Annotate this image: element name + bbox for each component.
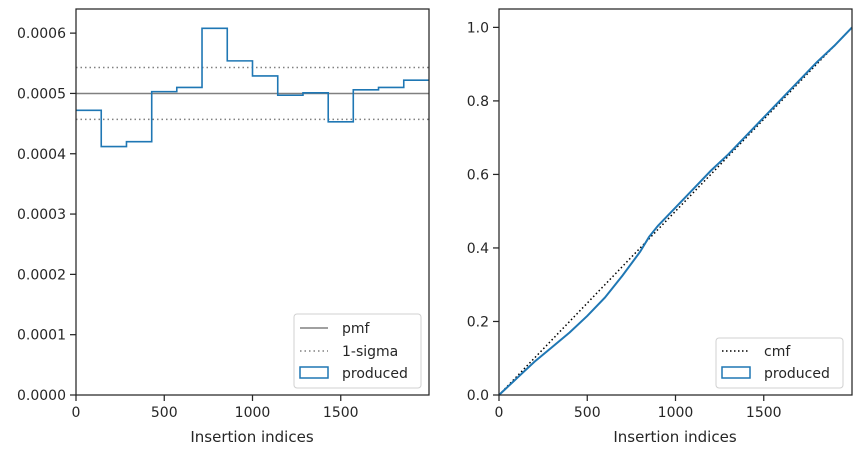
histogram-x-axis: 0 500 1000 1500 (72, 395, 359, 421)
x-tick-label: 1500 (323, 405, 359, 421)
histogram-legend: pmf 1-sigma produced (293, 313, 422, 389)
histogram-legend-box (293, 313, 422, 389)
cumulative-y-axis: 0.0 0.2 0.4 0.6 0.8 1.0 (467, 20, 499, 404)
histogram-y-axis: 0.0000 0.0001 0.0002 0.0003 0.0004 0.0005 0.00… (17, 26, 76, 404)
x-tick-label: 500 (151, 405, 178, 421)
y-tick-label: 0.2 (467, 314, 489, 330)
legend-cmf-label: cmf (764, 344, 791, 360)
legend-produced-label: produced (342, 366, 408, 382)
y-tick-label: 0.0004 (17, 147, 66, 163)
cumulative-frame (498, 8, 853, 396)
y-tick-label: 0.0000 (17, 388, 66, 404)
y-tick-label: 0.4 (467, 241, 489, 257)
cumulative-panel: 0.0 0.2 0.4 0.6 0.8 1.0 0 500 1000 1500 Insertio… (467, 8, 853, 446)
y-tick-label: 0.0002 (17, 267, 66, 283)
cumulative-x-axis-label: Insertion indices (613, 428, 736, 446)
cumulative-legend-box (715, 337, 844, 389)
x-tick-label: 1000 (658, 405, 694, 421)
y-tick-label: 0.0003 (17, 207, 66, 223)
legend-produced-swatch (721, 366, 751, 379)
y-tick-label: 0.6 (467, 167, 489, 183)
cumulative-legend: cmf produced (715, 337, 844, 389)
cumulative-x-axis: 0 500 1000 1500 (495, 395, 782, 421)
x-tick-label: 1000 (235, 405, 271, 421)
legend-sigma-label: 1-sigma (342, 344, 398, 360)
y-tick-label: 0.0001 (17, 328, 66, 344)
legend-produced-swatch (299, 366, 329, 379)
x-tick-label: 0 (495, 405, 504, 421)
cumulative-plot-area (498, 26, 853, 396)
legend-produced-label: produced (764, 366, 830, 382)
produced-histogram (76, 27, 429, 148)
legend-pmf-label: pmf (342, 321, 371, 337)
y-tick-label: 0.0 (467, 388, 489, 404)
x-tick-label: 1500 (746, 405, 782, 421)
y-tick-label: 0.0005 (17, 86, 66, 102)
produced-cumulative-line (498, 26, 853, 396)
x-tick-label: 500 (574, 405, 601, 421)
y-tick-label: 1.0 (467, 20, 489, 36)
y-tick-label: 0.0006 (17, 26, 66, 42)
histogram-panel: 0.0000 0.0001 0.0002 0.0003 0.0004 0.0005 0.00… (17, 8, 430, 446)
cmf-line (498, 26, 853, 396)
x-tick-label: 0 (72, 405, 81, 421)
y-tick-label: 0.8 (467, 94, 489, 110)
histogram-plot-area (76, 27, 429, 148)
histogram-x-axis-label: Insertion indices (190, 428, 313, 446)
